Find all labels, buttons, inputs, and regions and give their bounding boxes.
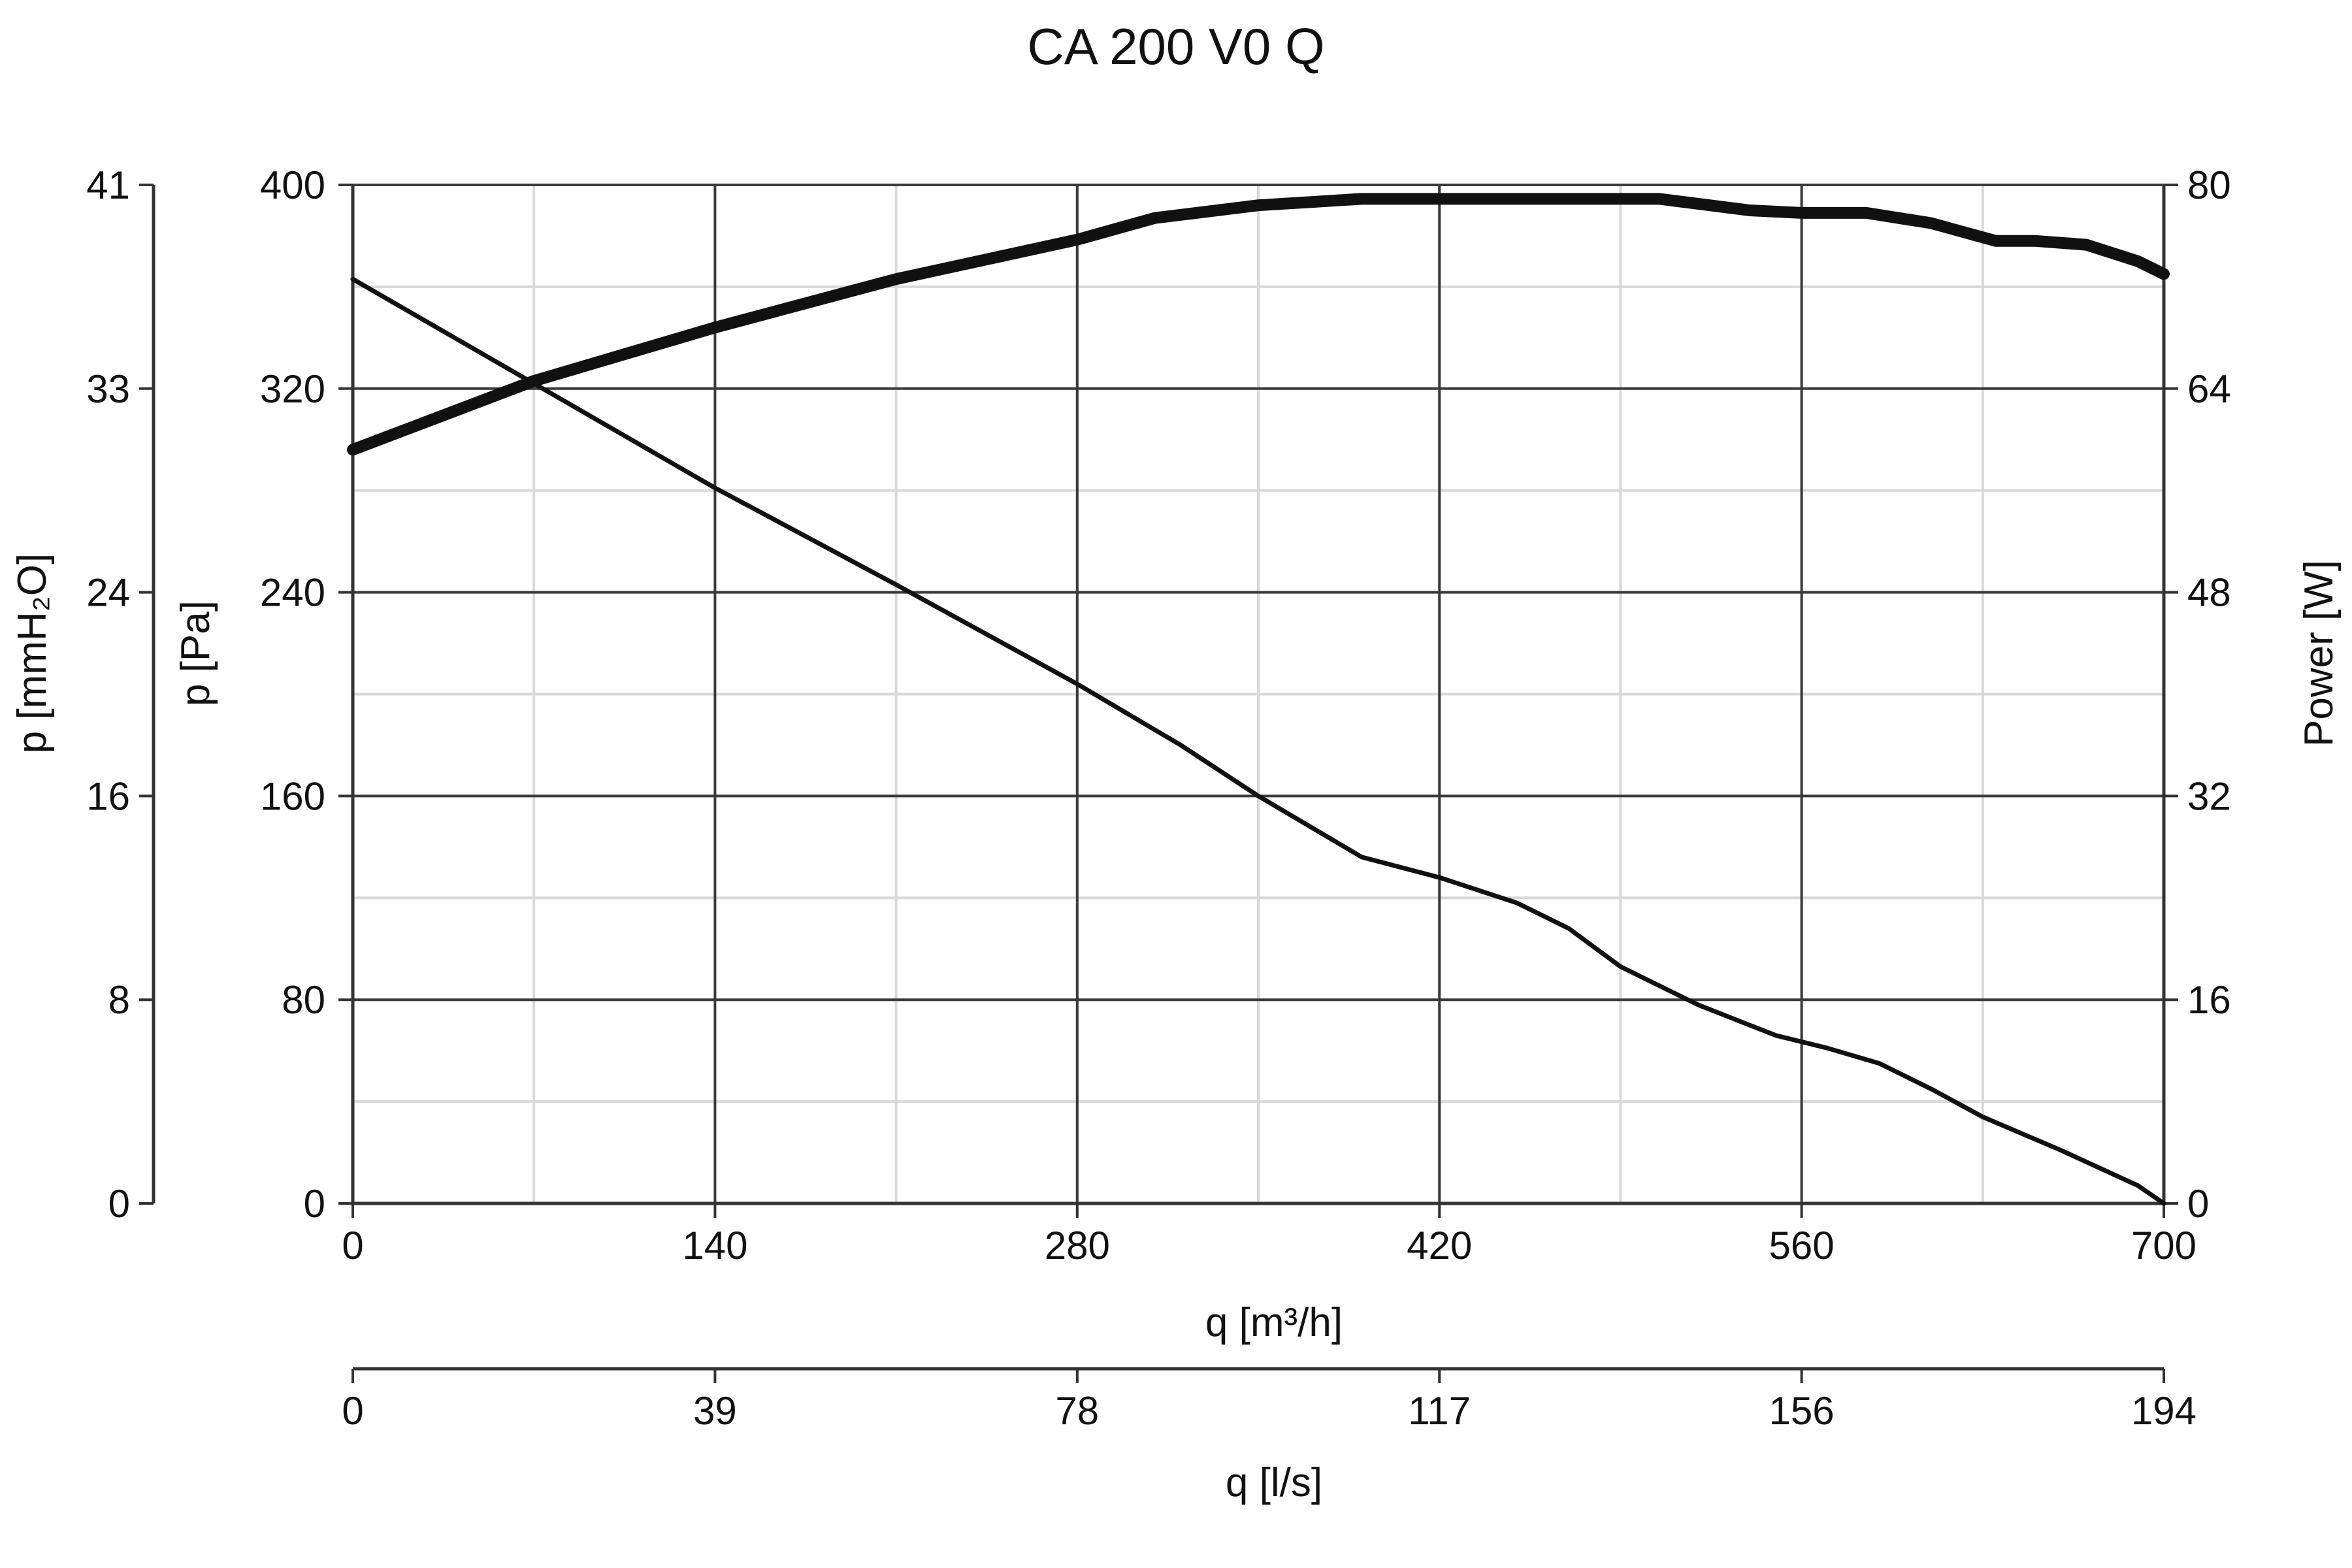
y2-tick-label: 33 [86,367,130,411]
y2-tick-label: 0 [108,1182,130,1226]
chart-title: CA 200 V0 Q [1027,18,1324,75]
y-tick-label: 400 [260,163,325,207]
x2-tick-label: 156 [1769,1389,1835,1433]
x-tick-label: 0 [342,1224,363,1267]
y3-tick-label: 64 [2187,367,2231,411]
y-axis-title: p [Pa] [173,600,218,706]
x2-tick-label: 39 [693,1389,737,1433]
y2-tick-label: 16 [86,774,130,818]
y-tick-label: 320 [260,367,325,411]
x-tick-label: 560 [1769,1224,1835,1267]
x-tick-label: 280 [1045,1224,1110,1267]
minor-grid [353,185,2164,1203]
axes [139,184,2178,1383]
y3-axis-title: Power [W] [2296,560,2342,747]
y2-tick-label: 24 [86,571,130,615]
y-tick-label: 0 [304,1182,325,1226]
y3-tick-label: 48 [2187,571,2231,615]
x-tick-label: 140 [682,1224,747,1267]
y3-tick-label: 80 [2187,163,2231,207]
power-curve [347,193,2170,456]
x-tick-label: 700 [2131,1224,2197,1267]
y2-tick-label: 41 [86,163,130,207]
y-tick-label: 240 [260,571,325,615]
y3-tick-label: 32 [2187,774,2231,818]
x2-axis-title: q [l/s] [1226,1460,1322,1505]
data-series [347,193,2170,1206]
y2-axis-title: p [mmH₂O] [10,553,55,754]
x2-tick-label: 194 [2131,1389,2197,1433]
y3-tick-label: 0 [2187,1182,2209,1226]
x-tick-label: 420 [1407,1224,1472,1267]
x2-tick-label: 78 [1055,1389,1099,1433]
y2-tick-label: 8 [108,978,130,1022]
y-tick-label: 80 [282,978,325,1022]
tick-labels: 0 80 160 240 320 400 0 8 16 24 33 41 0 16 32 48 64 80 0 140… [86,163,2231,1433]
pressure-curve [350,276,2166,1206]
x2-tick-label: 117 [1408,1389,1471,1433]
x-axis-title: q [m³/h] [1205,1300,1343,1345]
x2-tick-label: 0 [342,1389,363,1433]
y-tick-label: 160 [260,774,325,818]
y3-tick-label: 16 [2187,978,2231,1022]
